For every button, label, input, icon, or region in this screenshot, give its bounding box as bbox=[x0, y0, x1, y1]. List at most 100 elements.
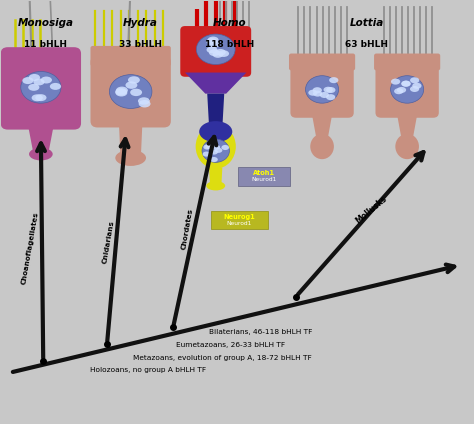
Ellipse shape bbox=[215, 148, 222, 153]
Ellipse shape bbox=[320, 92, 329, 98]
FancyBboxPatch shape bbox=[91, 46, 171, 66]
Ellipse shape bbox=[203, 145, 211, 150]
Ellipse shape bbox=[35, 94, 46, 101]
FancyBboxPatch shape bbox=[238, 167, 291, 186]
Ellipse shape bbox=[28, 84, 39, 91]
Polygon shape bbox=[397, 113, 418, 136]
Polygon shape bbox=[119, 121, 143, 153]
Ellipse shape bbox=[306, 76, 338, 103]
Ellipse shape bbox=[210, 157, 218, 162]
Text: Neurod1: Neurod1 bbox=[227, 221, 252, 226]
Ellipse shape bbox=[209, 49, 220, 56]
Text: Chordates: Chordates bbox=[181, 208, 194, 250]
Text: Bilaterians, 46-118 bHLH TF: Bilaterians, 46-118 bHLH TF bbox=[209, 329, 312, 335]
FancyBboxPatch shape bbox=[0, 47, 81, 130]
Text: Metazoans, evolution of group A, 18-72 bHLH TF: Metazoans, evolution of group A, 18-72 b… bbox=[133, 355, 312, 361]
FancyBboxPatch shape bbox=[374, 53, 440, 70]
Ellipse shape bbox=[128, 76, 140, 84]
Ellipse shape bbox=[21, 72, 61, 103]
Ellipse shape bbox=[412, 83, 421, 89]
Text: Homo: Homo bbox=[213, 18, 247, 28]
Ellipse shape bbox=[202, 139, 229, 162]
Ellipse shape bbox=[208, 36, 219, 43]
Ellipse shape bbox=[196, 34, 235, 64]
Ellipse shape bbox=[395, 134, 419, 159]
Text: Neurod1: Neurod1 bbox=[251, 177, 276, 182]
FancyBboxPatch shape bbox=[211, 211, 268, 229]
Ellipse shape bbox=[212, 145, 220, 150]
Text: Cnidarians: Cnidarians bbox=[102, 220, 115, 264]
FancyBboxPatch shape bbox=[291, 56, 297, 68]
Ellipse shape bbox=[130, 89, 142, 96]
FancyBboxPatch shape bbox=[291, 61, 354, 118]
Ellipse shape bbox=[116, 86, 128, 94]
Ellipse shape bbox=[116, 89, 128, 97]
Text: Lottia: Lottia bbox=[350, 18, 384, 28]
Ellipse shape bbox=[397, 87, 406, 93]
Text: Eumetazoans, 26-33 bHLH TF: Eumetazoans, 26-33 bHLH TF bbox=[175, 342, 285, 348]
Ellipse shape bbox=[308, 90, 318, 96]
Ellipse shape bbox=[126, 81, 137, 89]
FancyBboxPatch shape bbox=[289, 53, 355, 70]
Polygon shape bbox=[209, 167, 222, 184]
Ellipse shape bbox=[32, 94, 43, 101]
Text: 33 bHLH: 33 bHLH bbox=[118, 39, 162, 49]
Ellipse shape bbox=[410, 86, 419, 92]
Ellipse shape bbox=[326, 94, 335, 100]
Ellipse shape bbox=[313, 87, 322, 93]
FancyBboxPatch shape bbox=[180, 26, 251, 77]
FancyBboxPatch shape bbox=[347, 56, 354, 68]
Text: 11 bHLH: 11 bHLH bbox=[24, 39, 67, 49]
Ellipse shape bbox=[29, 74, 40, 81]
Ellipse shape bbox=[139, 100, 151, 107]
Ellipse shape bbox=[33, 78, 45, 85]
Ellipse shape bbox=[324, 87, 333, 93]
Polygon shape bbox=[185, 73, 246, 94]
Ellipse shape bbox=[115, 150, 146, 166]
Ellipse shape bbox=[209, 41, 220, 47]
Ellipse shape bbox=[310, 134, 334, 159]
Text: Monosiga: Monosiga bbox=[18, 18, 73, 28]
Text: Mollusks: Mollusks bbox=[354, 194, 389, 226]
FancyBboxPatch shape bbox=[375, 61, 439, 118]
Text: 63 bHLH: 63 bHLH bbox=[346, 39, 389, 49]
Ellipse shape bbox=[212, 51, 223, 58]
Ellipse shape bbox=[221, 145, 229, 150]
Ellipse shape bbox=[206, 38, 217, 45]
Ellipse shape bbox=[391, 78, 400, 85]
Ellipse shape bbox=[202, 151, 210, 156]
Ellipse shape bbox=[196, 124, 236, 169]
Text: Choanoflagellates: Choanoflagellates bbox=[21, 211, 39, 285]
Text: 118 bHLH: 118 bHLH bbox=[205, 39, 255, 49]
Ellipse shape bbox=[29, 148, 53, 160]
Ellipse shape bbox=[206, 181, 225, 190]
Ellipse shape bbox=[115, 88, 127, 95]
Ellipse shape bbox=[394, 88, 403, 94]
Ellipse shape bbox=[218, 50, 229, 57]
Ellipse shape bbox=[391, 76, 424, 103]
Ellipse shape bbox=[326, 87, 336, 93]
Ellipse shape bbox=[41, 76, 52, 84]
Ellipse shape bbox=[329, 77, 338, 83]
Ellipse shape bbox=[138, 97, 150, 105]
Ellipse shape bbox=[109, 75, 152, 109]
Ellipse shape bbox=[22, 77, 34, 84]
Polygon shape bbox=[27, 123, 54, 153]
Ellipse shape bbox=[401, 81, 410, 87]
Ellipse shape bbox=[199, 121, 232, 142]
Ellipse shape bbox=[50, 83, 61, 90]
Text: Neurog1: Neurog1 bbox=[223, 214, 255, 220]
FancyBboxPatch shape bbox=[432, 56, 439, 68]
Ellipse shape bbox=[207, 47, 218, 53]
Ellipse shape bbox=[313, 91, 322, 97]
Text: Holozoans, no group A bHLH TF: Holozoans, no group A bHLH TF bbox=[91, 368, 207, 374]
Ellipse shape bbox=[210, 150, 218, 155]
Polygon shape bbox=[312, 113, 332, 136]
Text: Hydra: Hydra bbox=[123, 18, 157, 28]
Ellipse shape bbox=[410, 77, 419, 83]
FancyBboxPatch shape bbox=[375, 56, 382, 68]
Polygon shape bbox=[207, 94, 224, 128]
Ellipse shape bbox=[215, 49, 226, 56]
Text: Atoh1: Atoh1 bbox=[253, 170, 275, 176]
Ellipse shape bbox=[205, 144, 213, 149]
